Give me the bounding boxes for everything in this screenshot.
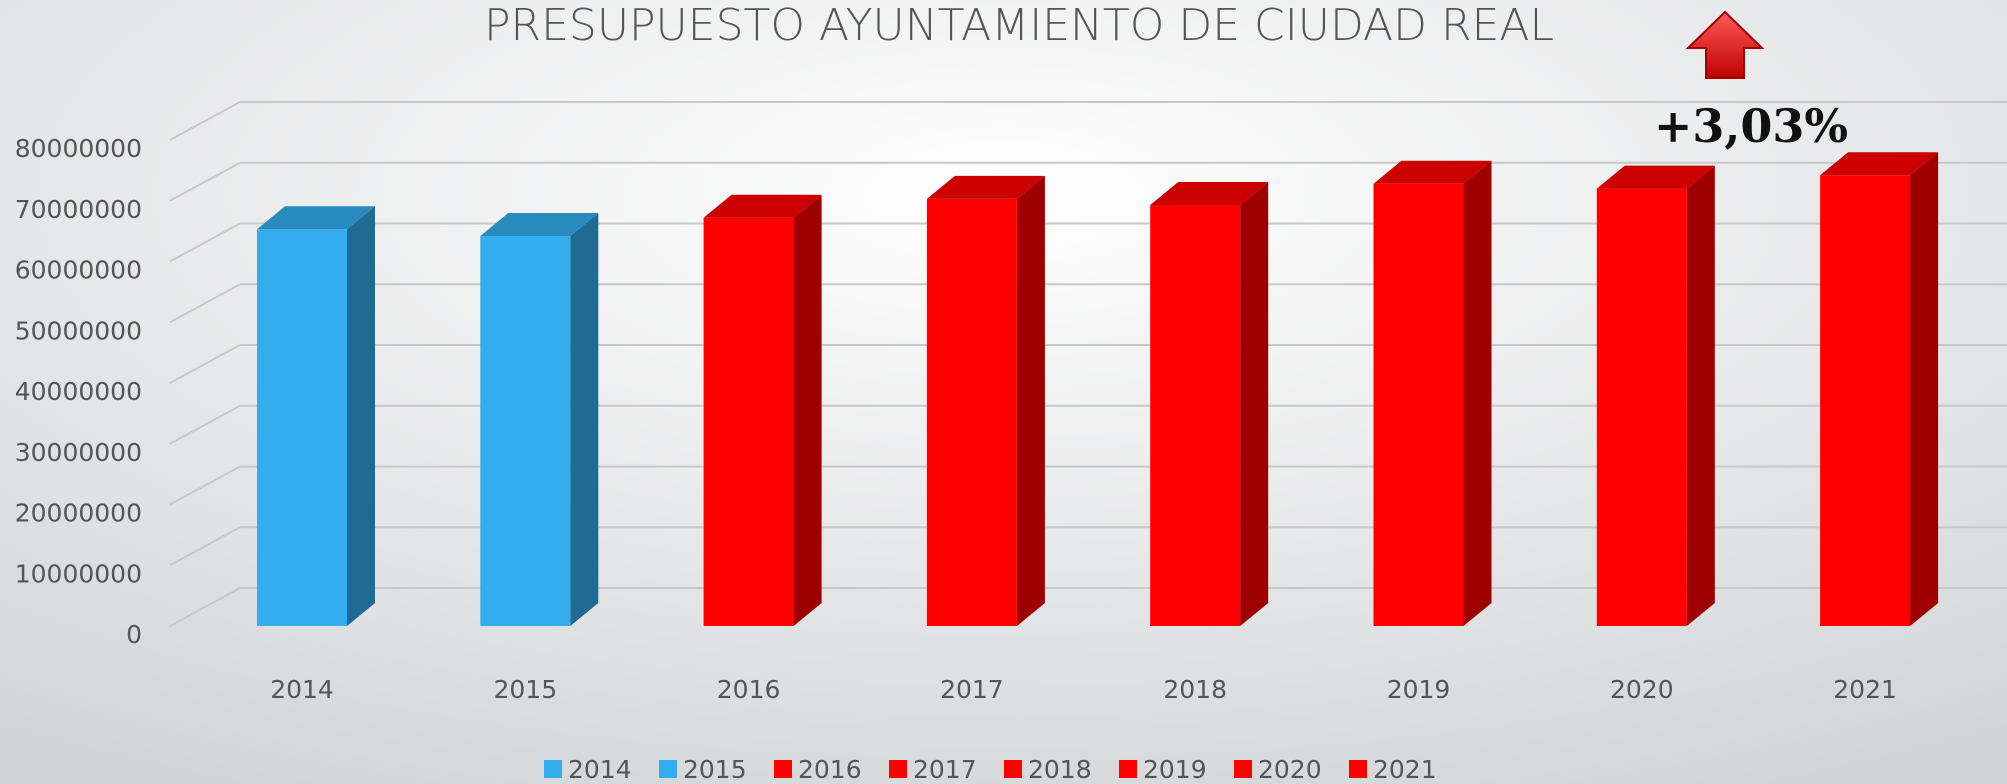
legend-swatch xyxy=(1234,760,1252,778)
grid-line xyxy=(169,101,241,141)
bar xyxy=(703,217,794,626)
x-tick-label: 2017 xyxy=(940,675,1004,704)
legend-label: 2016 xyxy=(798,755,862,784)
bar-side xyxy=(1910,152,1939,627)
bar-side xyxy=(1463,160,1492,627)
bar-top xyxy=(257,206,375,230)
bar-top xyxy=(926,175,1045,199)
x-tick-label: 2016 xyxy=(717,675,781,704)
bar-side xyxy=(347,206,375,627)
bar-top xyxy=(703,194,822,218)
grid-line xyxy=(169,344,241,384)
bar-side xyxy=(1686,165,1715,626)
legend-swatch xyxy=(544,760,562,778)
bar-top xyxy=(1820,152,1939,176)
legend-label: 2017 xyxy=(913,755,977,784)
legend-swatch xyxy=(889,760,907,778)
x-tick-label: 2021 xyxy=(1833,675,1897,704)
bar xyxy=(926,198,1017,627)
grid-line xyxy=(169,222,241,263)
y-tick-label: 20000000 xyxy=(15,499,142,528)
bar-side xyxy=(793,194,822,626)
x-tick-label: 2015 xyxy=(493,675,557,704)
x-tick-label: 2020 xyxy=(1610,675,1674,704)
grid-line xyxy=(169,465,241,506)
y-tick-label: 70000000 xyxy=(15,195,142,224)
y-tick-label: 30000000 xyxy=(15,438,142,467)
y-tick-label: 50000000 xyxy=(15,316,142,345)
up-arrow xyxy=(1685,10,1765,79)
bar-top xyxy=(1373,160,1492,184)
bar xyxy=(257,229,347,627)
legend-label: 2014 xyxy=(568,755,632,784)
grid-line xyxy=(169,526,241,567)
x-tick-label: 2018 xyxy=(1163,675,1227,704)
y-tick-label: 10000000 xyxy=(15,559,142,588)
annotation: +3,03% xyxy=(1654,99,1848,153)
legend-label: 2018 xyxy=(1028,755,1092,784)
bar xyxy=(480,235,571,627)
bar-top xyxy=(1150,182,1269,206)
bar xyxy=(1150,205,1241,626)
y-tick-label: 80000000 xyxy=(15,134,142,163)
x-tick-label: 2014 xyxy=(270,675,334,704)
y-tick-label: 60000000 xyxy=(15,256,142,285)
legend-label: 2021 xyxy=(1373,755,1437,784)
legend-label: 2020 xyxy=(1258,755,1322,784)
bar-side xyxy=(1240,182,1269,626)
bar xyxy=(1596,188,1687,626)
legend-swatch xyxy=(1004,760,1022,778)
bar-top xyxy=(480,212,599,236)
grid-line xyxy=(169,587,241,627)
grid-line xyxy=(169,161,241,202)
bar xyxy=(1373,183,1464,627)
legend-swatch xyxy=(1349,760,1367,778)
chart-title: PRESUPUESTO AYUNTAMIENTO DE CIUDAD REAL xyxy=(484,0,1554,51)
grid-line xyxy=(169,283,241,324)
legend-swatch xyxy=(1119,760,1137,778)
legend-swatch xyxy=(774,760,792,778)
legend-swatch xyxy=(659,760,677,778)
bar-side xyxy=(570,212,599,627)
bar-side xyxy=(1016,175,1045,627)
x-tick-label: 2019 xyxy=(1387,675,1451,704)
grid-line xyxy=(169,404,241,445)
legend-label: 2019 xyxy=(1143,755,1207,784)
y-tick-label: 0 xyxy=(126,620,142,649)
bar xyxy=(1820,175,1911,627)
y-tick-label: 40000000 xyxy=(15,377,142,406)
bar-top xyxy=(1596,165,1715,189)
legend-label: 2015 xyxy=(683,755,747,784)
